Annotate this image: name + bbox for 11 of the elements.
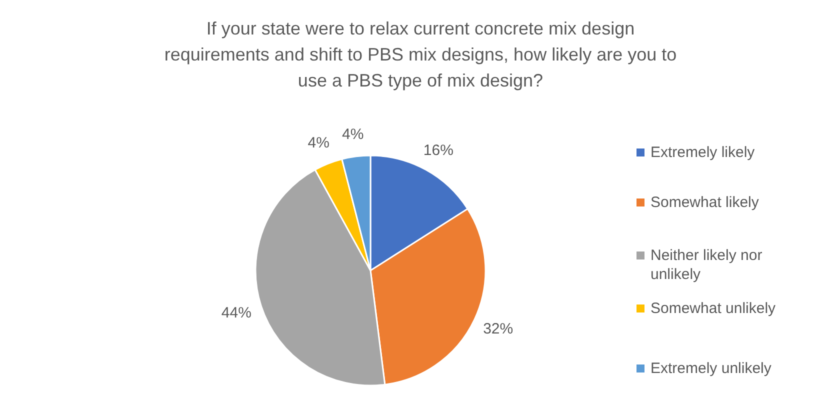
data-label: 16% bbox=[423, 142, 454, 159]
data-label: 4% bbox=[308, 134, 330, 152]
legend-label: Somewhat likely bbox=[650, 194, 760, 211]
legend-label: Extremely likely bbox=[650, 144, 756, 161]
chart-title: If your state were to relax current concrete mix design requirements and shift to PBS mix designs, how likely are you to use a PBS type of mix design? bbox=[164, 18, 677, 90]
data-label: 32% bbox=[483, 320, 514, 338]
legend-label: Extremely unlikely bbox=[650, 360, 772, 377]
legend-label: Somewhat unlikely bbox=[650, 300, 776, 317]
data-label: 4% bbox=[342, 126, 364, 144]
data-label: 44% bbox=[221, 304, 252, 322]
legend-label: Neither likely nor unlikely bbox=[650, 247, 762, 283]
